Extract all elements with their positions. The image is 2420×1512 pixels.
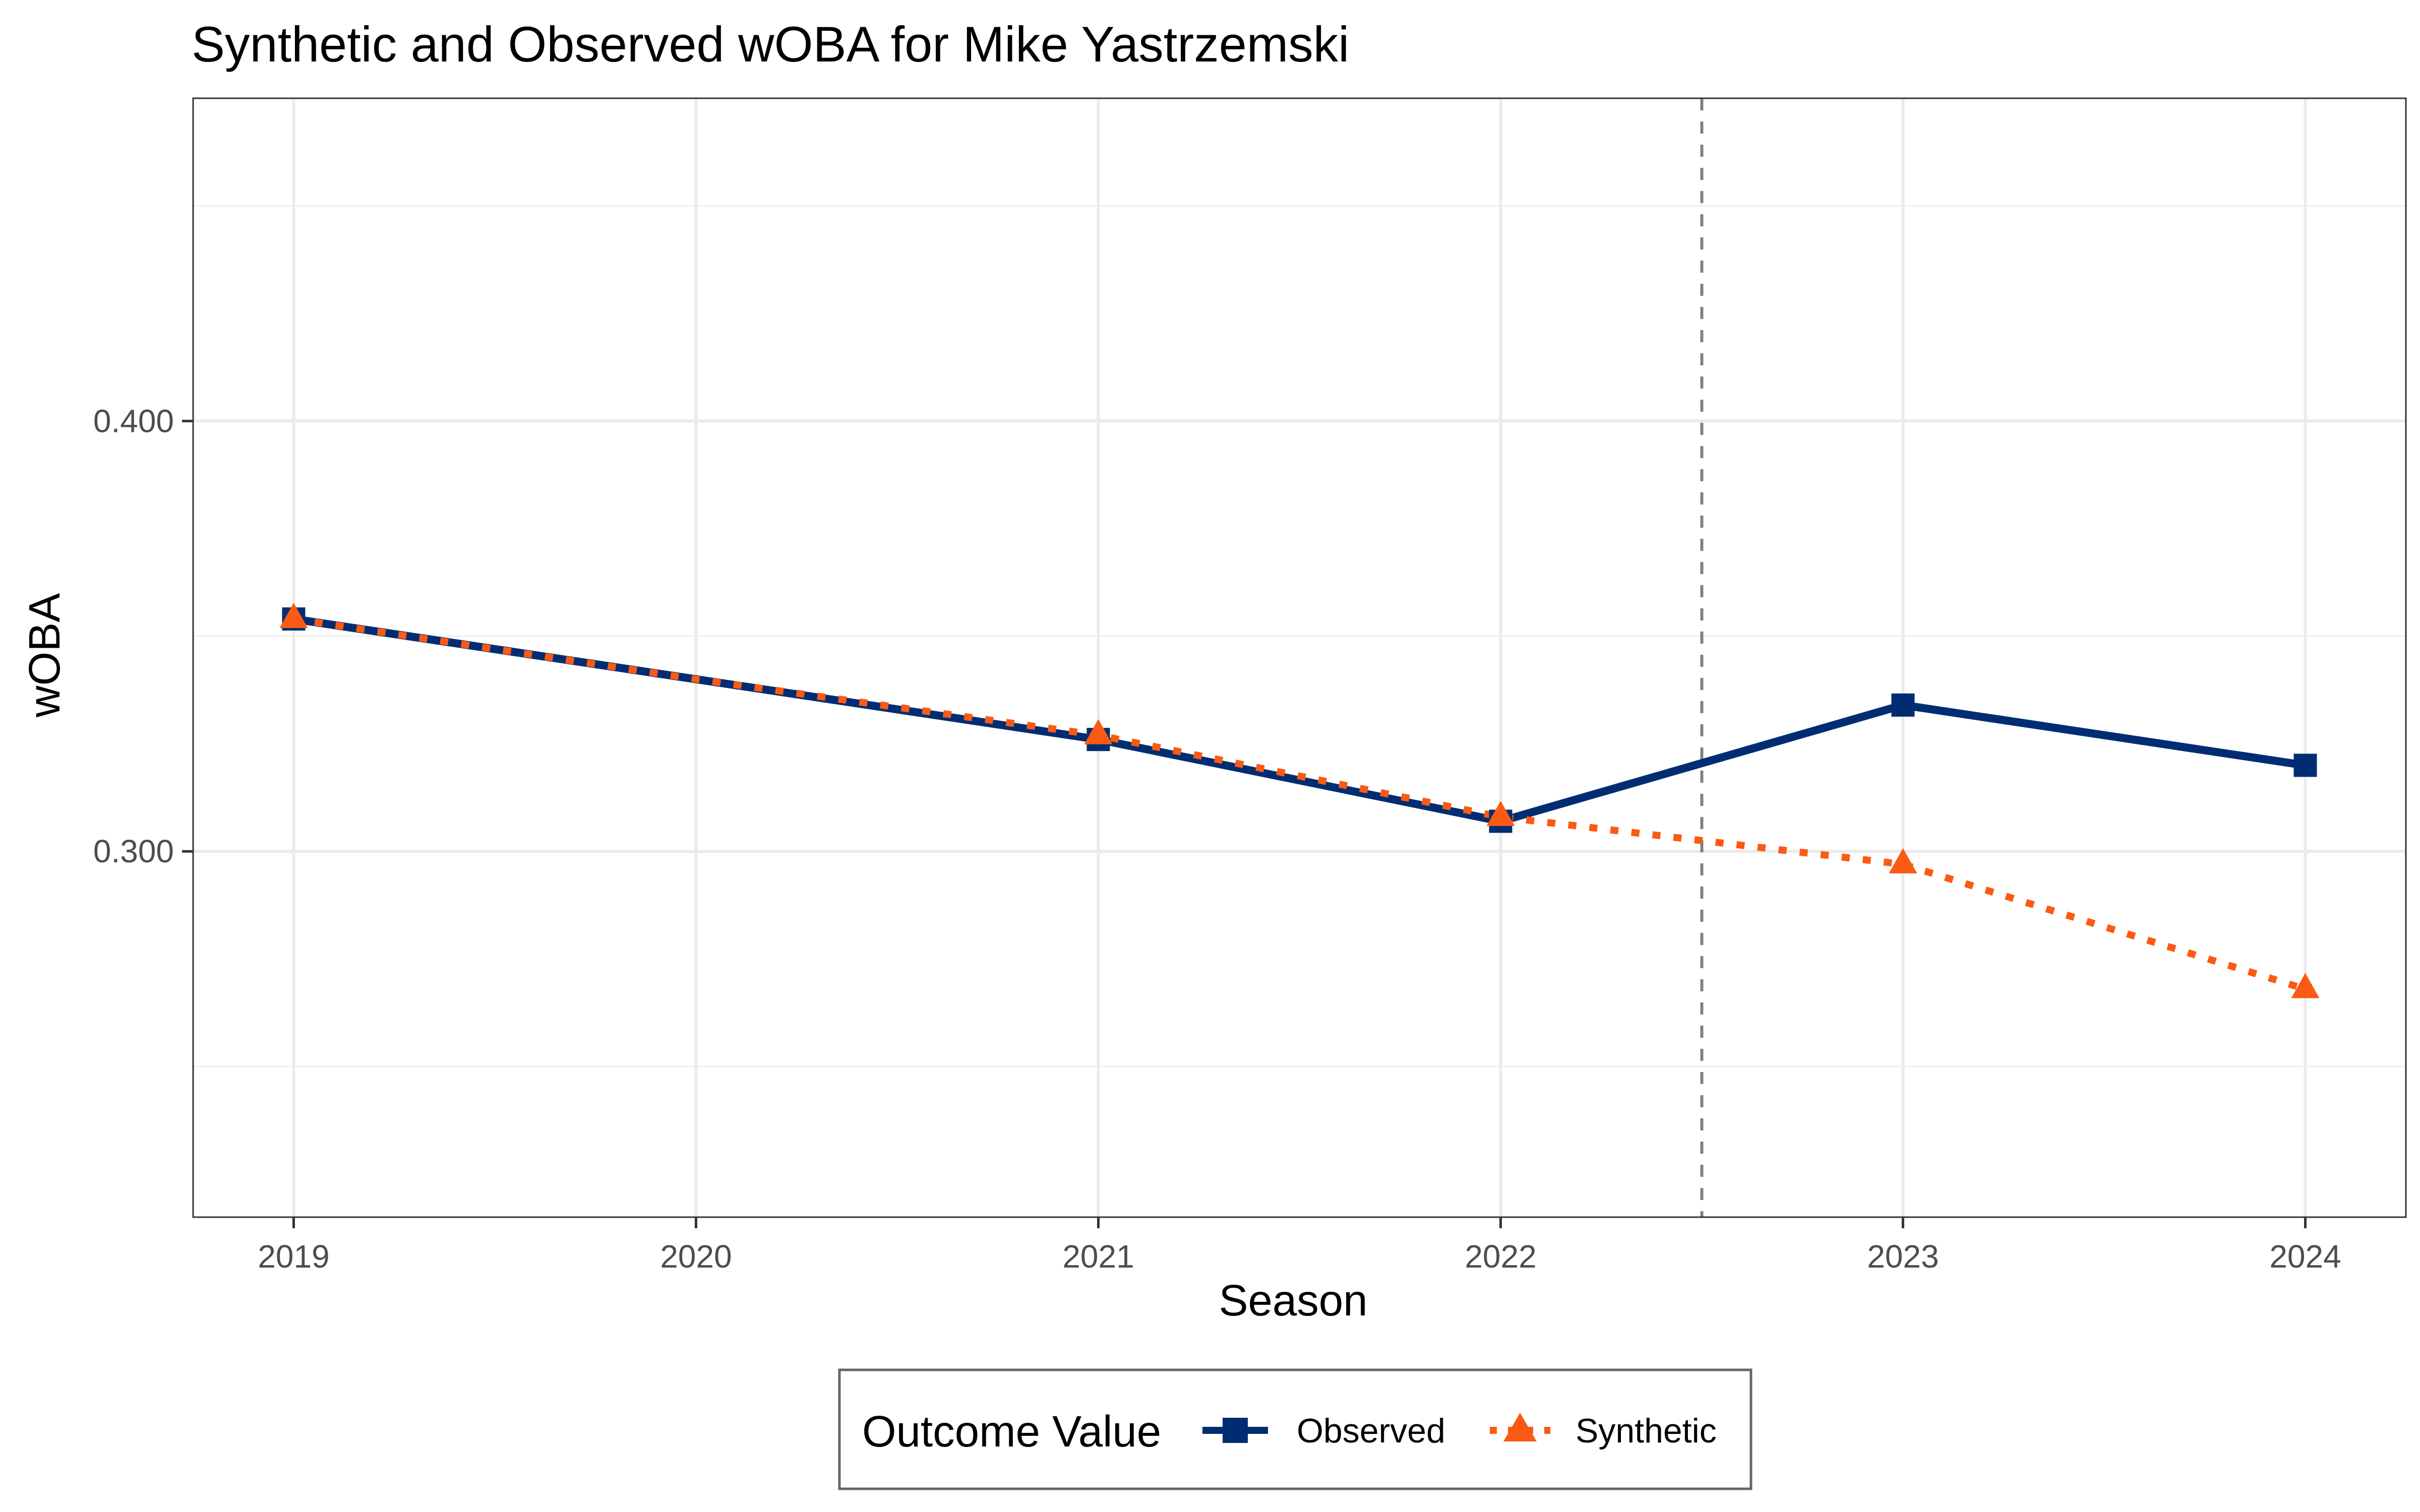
- point-synthetic-2024: [2291, 973, 2320, 998]
- point-synthetic-2021: [1084, 719, 1113, 744]
- series-line-observed: [293, 615, 2306, 826]
- legend: Outcome Value Observed Synthetic: [838, 1368, 1752, 1490]
- point-observed-2023: [1891, 693, 1915, 717]
- x-tick-label-1: 2020: [660, 1238, 732, 1275]
- x-tick-label-2: 2021: [1062, 1238, 1134, 1275]
- x-tick-label-0: 2019: [258, 1238, 329, 1275]
- series-line-synthetic: [293, 615, 2307, 993]
- y-tick-label-1: 0.400: [93, 403, 174, 439]
- legend-title: Outcome Value: [862, 1407, 1161, 1456]
- point-observed-2024: [2293, 753, 2317, 777]
- y-tick-label-0: 0.300: [93, 833, 174, 869]
- panel-border: [192, 97, 2407, 1218]
- y-axis-title: wOBA: [20, 593, 69, 718]
- point-synthetic-2022: [1486, 800, 1515, 826]
- legend-label-observed: Observed: [1297, 1412, 1445, 1450]
- legend-label-synthetic: Synthetic: [1576, 1412, 1717, 1450]
- x-tick-label-4: 2023: [1867, 1238, 1939, 1275]
- point-synthetic-2019: [279, 603, 308, 628]
- grid-minor: [193, 205, 2406, 1067]
- legend-box: [838, 1368, 1752, 1490]
- series-lines: [293, 615, 2307, 993]
- plot-area: [192, 97, 2407, 1218]
- y-axis: 0.300 0.400: [93, 403, 193, 869]
- x-axis: 2019 2020 2021 2022 2023 2024: [258, 1217, 2341, 1275]
- chart-title: Synthetic and Observed wOBA for Mike Yas…: [192, 16, 1349, 72]
- x-tick-label-5: 2024: [2269, 1238, 2341, 1275]
- x-axis-title: Season: [1219, 1276, 1367, 1325]
- legend-key-observed: [1202, 1418, 1268, 1443]
- series-markers: [279, 603, 2320, 998]
- point-synthetic-2023: [1889, 848, 1917, 873]
- legend-key-synthetic: [1490, 1413, 1550, 1441]
- x-tick-label-3: 2022: [1465, 1238, 1536, 1275]
- grid-major: [193, 98, 2406, 1217]
